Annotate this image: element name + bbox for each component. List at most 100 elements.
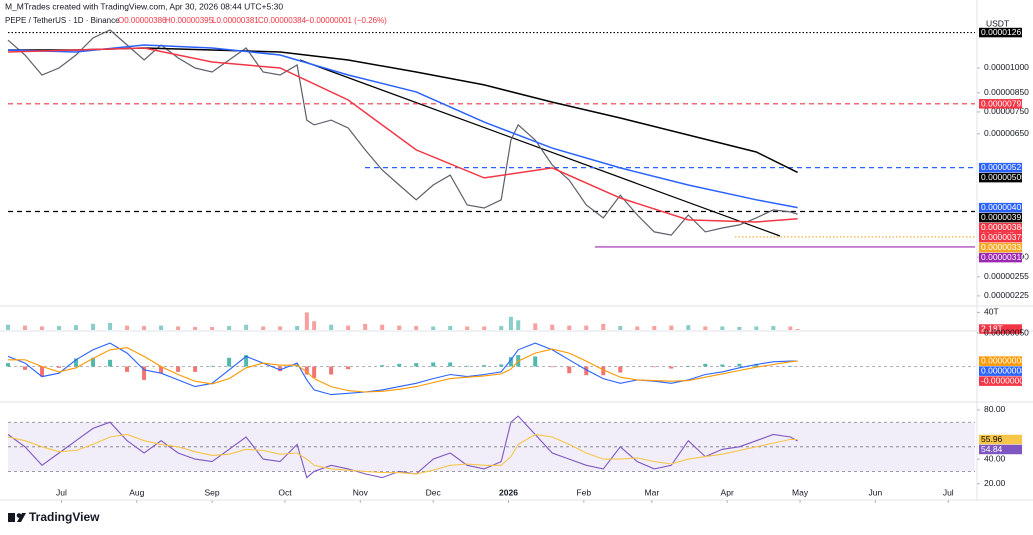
price-badge-label: 0.00000505	[981, 172, 1026, 182]
macd-line	[7, 342, 798, 396]
price-badge	[979, 202, 1022, 213]
price-badge	[979, 99, 1022, 109]
volume-bar	[91, 323, 96, 330]
price-badge	[979, 172, 1022, 183]
x-tick-label: Aug	[129, 487, 144, 497]
price-badge-label: 0.00000791	[981, 98, 1026, 108]
price-badge-label: 0.00000008	[981, 366, 1026, 376]
histogram-bar	[304, 366, 309, 375]
histogram-bar	[448, 362, 453, 367]
x-tick-label: Jul	[56, 487, 67, 497]
price-badge	[979, 434, 1022, 445]
volume-bar	[329, 324, 334, 330]
volume-bar	[261, 326, 266, 330]
histogram-bar	[465, 365, 470, 367]
y-tick-label: 20.00	[984, 478, 1006, 488]
volume-bar	[795, 329, 800, 330]
y-tick-label: 0.00000225	[984, 290, 1029, 300]
histogram-bar	[329, 366, 334, 375]
volume-bar	[720, 326, 725, 330]
histogram-bar	[533, 356, 538, 367]
volume-bar	[142, 326, 147, 330]
volume-bar	[669, 325, 674, 330]
histogram-bar	[737, 363, 742, 367]
price-badge	[979, 162, 1022, 173]
y-tick-label: 0.00000850	[984, 87, 1029, 97]
ohlc-high: H0.00000395	[165, 16, 214, 25]
price-badge-label: 0.00000008	[981, 356, 1026, 366]
price-badge-label: 0.00001261	[981, 27, 1026, 37]
histogram-bar	[550, 366, 555, 368]
volume-bar	[482, 326, 487, 330]
symbol: PEPE / TetherUS · 1D · Binance	[5, 16, 120, 25]
moving-average	[7, 44, 798, 209]
x-tick-label: Nov	[353, 487, 369, 497]
price-badge	[979, 444, 1022, 455]
histogram-bar	[74, 358, 79, 367]
histogram-bar	[210, 365, 215, 367]
price-badge-label: -0.00000000	[981, 376, 1029, 386]
volume-bar	[703, 326, 708, 330]
price-badge-label: 0.00000331	[981, 242, 1026, 252]
histogram-bar	[686, 365, 691, 367]
price-badge-label: 55.96	[981, 434, 1003, 444]
volume-bar	[431, 326, 436, 330]
price-badge	[979, 356, 1022, 366]
volume-bar	[788, 326, 793, 330]
volume-bar	[346, 325, 351, 330]
volume-bar	[159, 325, 164, 330]
volume-bar	[278, 326, 283, 330]
volume-bar	[227, 326, 232, 330]
histogram-bar	[57, 366, 62, 368]
volume-bar	[74, 325, 79, 330]
x-tick-label: Dec	[426, 487, 442, 497]
histogram-bar	[567, 366, 572, 374]
volume-bar	[508, 316, 513, 330]
volume-bar	[244, 324, 249, 330]
ohlc-open: O0.00000386	[118, 16, 167, 25]
price-badge-label: 54.84	[981, 444, 1003, 454]
price-badge	[979, 27, 1022, 38]
volume-bar	[516, 320, 521, 330]
logo-mark	[8, 513, 15, 522]
volume-bar	[210, 326, 215, 330]
logo-text: TradingView	[29, 510, 100, 524]
logo: TradingView	[8, 510, 100, 524]
volume-bar	[550, 324, 555, 330]
price-badge-label: 0.00000384	[981, 222, 1026, 232]
volume-bar	[652, 326, 657, 330]
volume-bar	[23, 325, 28, 330]
y-tick-label: 40.00	[984, 453, 1006, 463]
y-tick-label: 0.00001000	[984, 62, 1029, 72]
histogram-bar	[431, 362, 436, 367]
volume-bar	[414, 326, 419, 330]
volume-bar	[754, 326, 759, 330]
ohlc-change: −0.00000001 (−0.26%)	[305, 16, 387, 25]
histogram-bar	[754, 363, 759, 367]
credit: M_MTrades created with TradingView.com, …	[5, 1, 283, 11]
x-tick-label: 2026	[499, 487, 518, 497]
histogram-bar	[720, 364, 725, 367]
price-badge-label: 0.00000373	[981, 232, 1026, 242]
price-line	[7, 29, 798, 236]
histogram-bar	[244, 355, 249, 367]
histogram-bar	[125, 366, 130, 372]
y-tick-label: 80.00	[984, 404, 1006, 414]
histogram-bar	[227, 357, 232, 367]
x-tick-label: May	[792, 487, 809, 497]
x-tick-label: Oct	[278, 487, 292, 497]
rsi-line	[7, 415, 798, 479]
macd-line	[8, 347, 798, 393]
volume-bar	[737, 326, 742, 330]
price-badge-label: 0.00000521	[981, 162, 1026, 172]
volume-bar	[397, 325, 402, 330]
histogram-bar	[584, 366, 589, 376]
histogram-bar	[40, 366, 45, 377]
x-tick-label: Sep	[205, 487, 220, 497]
volume-bar	[304, 312, 309, 330]
volume-bar	[6, 324, 10, 330]
x-tick-label: Feb	[576, 487, 591, 497]
x-tick-label: Mar	[645, 487, 660, 497]
volume-bar	[771, 326, 776, 330]
